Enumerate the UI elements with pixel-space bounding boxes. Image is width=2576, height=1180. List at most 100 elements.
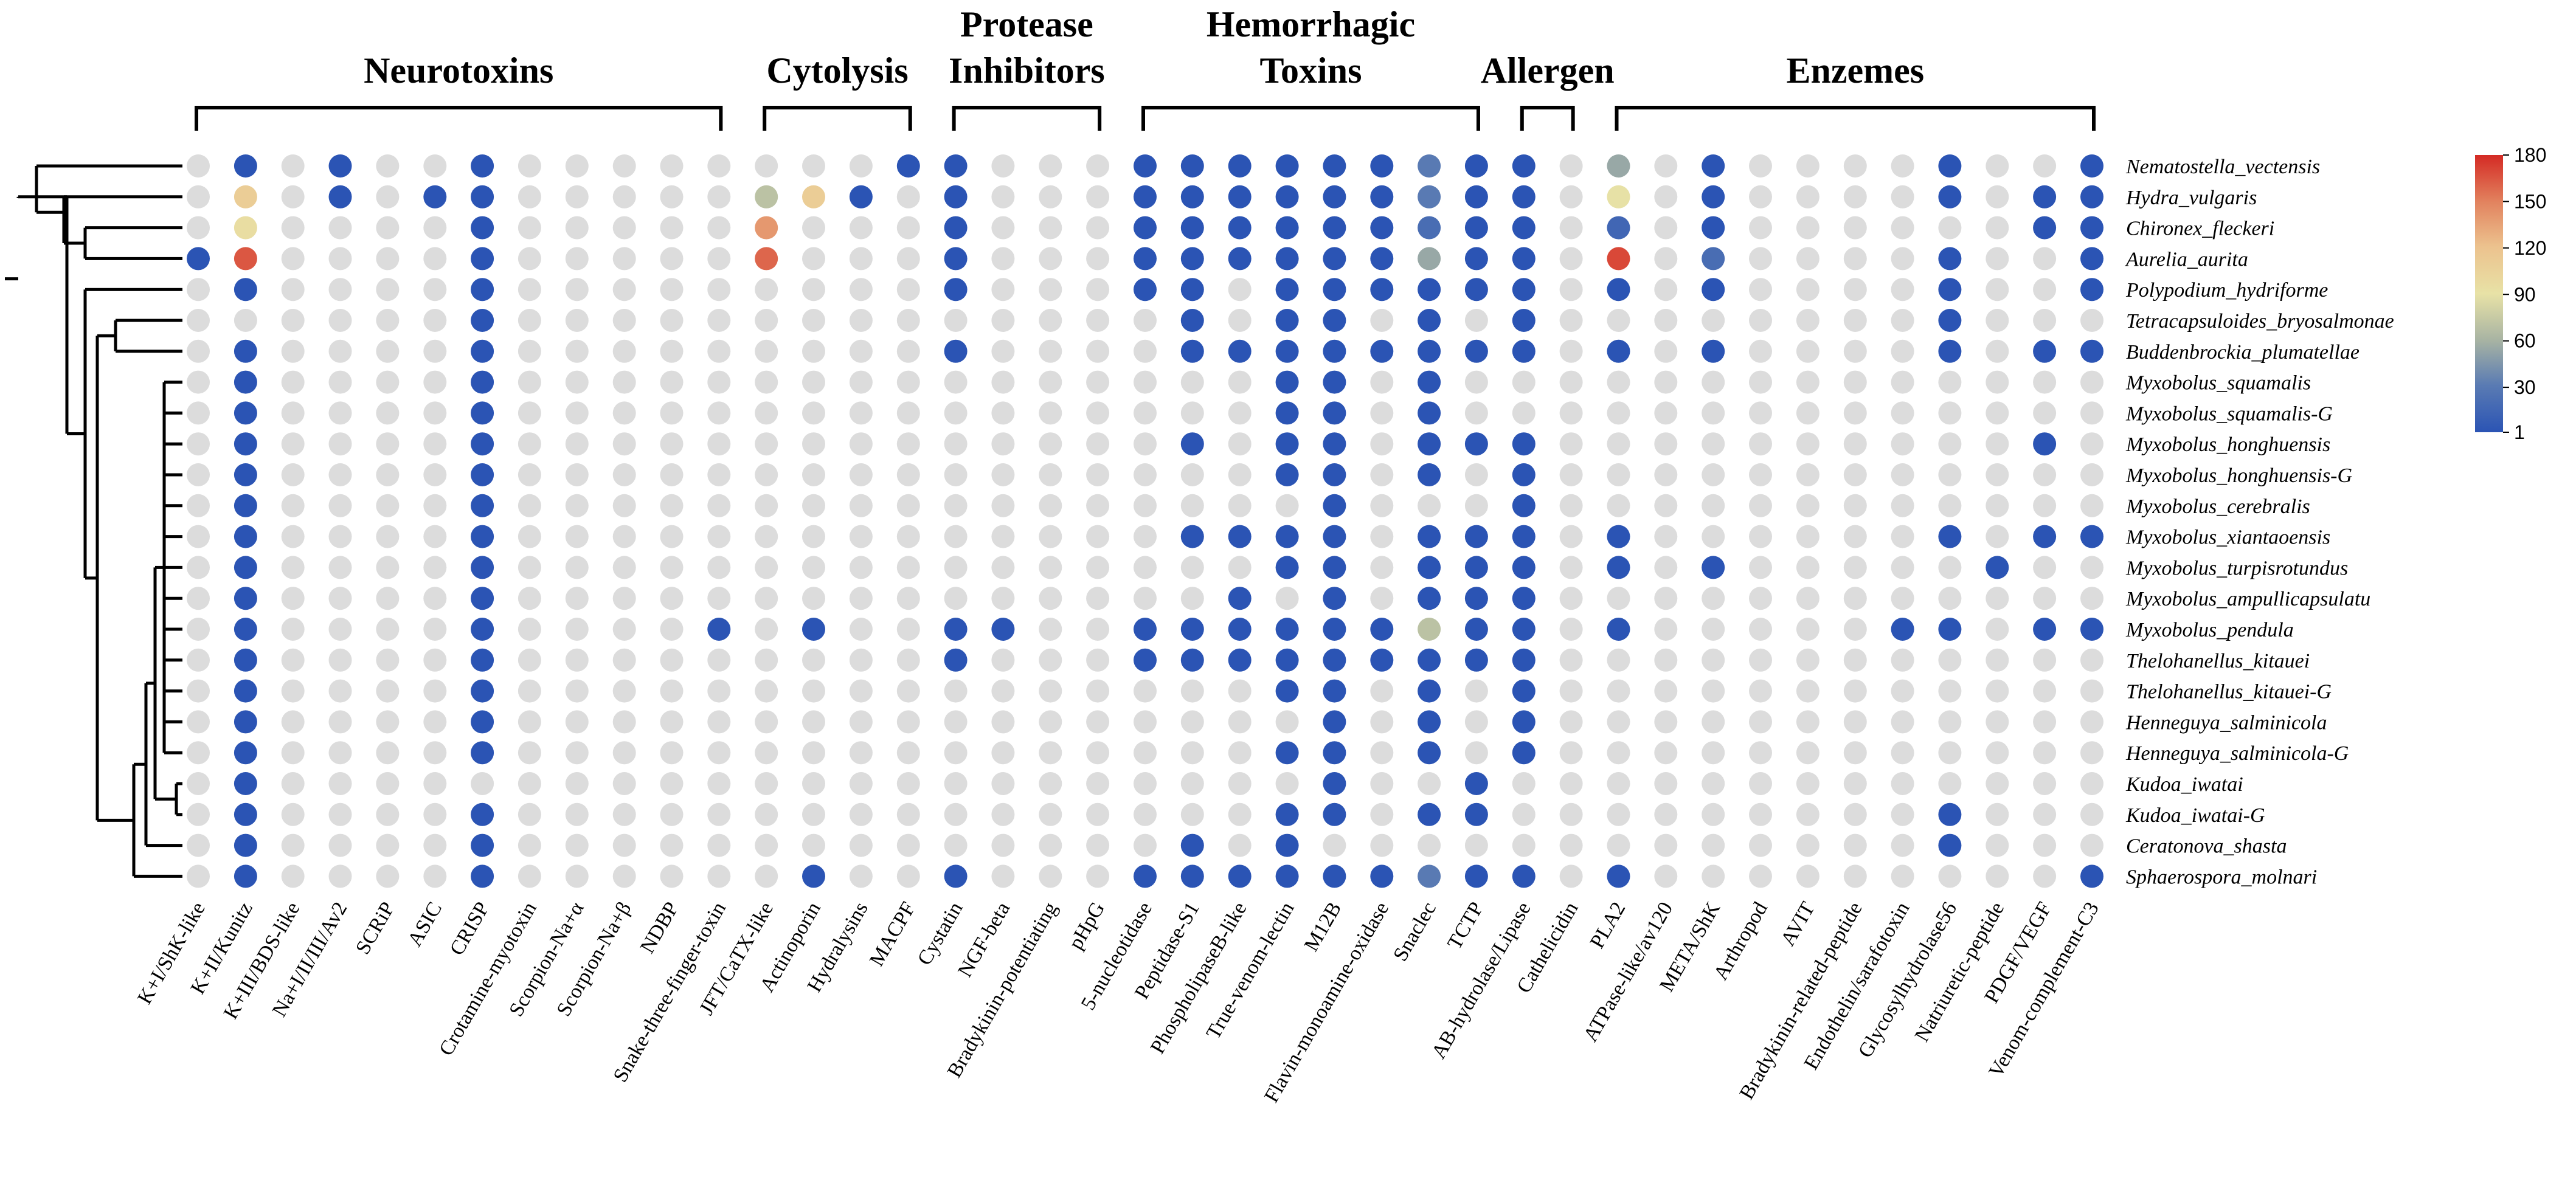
dot-chironex-fleckeri-true-venom-lectin — [1275, 216, 1299, 240]
dot-aurelia-aurita-ndbp — [660, 247, 684, 271]
dot-kudoa-iwatai-pdgf-vegf — [2033, 772, 2057, 795]
dot-myxobolus-pendula-atpase-like-av120 — [1654, 618, 1678, 641]
row-label: Sphaerospora_molnari — [2126, 866, 2317, 888]
dot-polypodium-hydriforme-hydralysins — [849, 278, 873, 302]
dot-henneguya-salminicola-g-crisp — [471, 741, 494, 765]
dot-myxobolus-cerebralis-hydralysins — [849, 494, 873, 517]
dot-chironex-fleckeri-snaclec — [1418, 216, 1441, 240]
dot-myxobolus-turpisrotundus-k-ii-kunitz — [234, 556, 257, 579]
dot-myxobolus-ampullicapsulatu-arthropod — [1749, 587, 1772, 610]
dot-nematostella-vectensis-venom-complement-c3 — [2080, 154, 2103, 178]
dot-thelohanellus-kitauei-crisp — [471, 648, 494, 672]
dot-tetracapsuloides-bryosalmonae-bradykinin-related-peptide — [1843, 309, 1867, 332]
dot-myxobolus-xiantaoensis-macpf — [896, 525, 920, 548]
dot-aurelia-aurita-ab-hydrolase-lipase — [1512, 247, 1536, 271]
dot-nematostella-vectensis-pdgf-vegf — [2033, 154, 2057, 178]
dot-hydra-vulgaris-peptidase-s1 — [1180, 185, 1204, 209]
dot-aurelia-aurita-pdgf-vegf — [2033, 247, 2057, 271]
dot-aurelia-aurita-snaclec — [1418, 247, 1441, 271]
dot-thelohanellus-kitauei-k-iii-bds-like — [281, 648, 305, 672]
dot-kudoa-iwatai-ngf-beta — [991, 772, 1015, 795]
dot-chironex-fleckeri-scorpion-na — [612, 216, 636, 240]
dot-myxobolus-squamalis-g-bradykinin-related-peptide — [1843, 401, 1867, 425]
dot-thelohanellus-kitauei-cystatin — [944, 648, 968, 672]
dot-myxobolus-squamalis-k-i-shk-like — [187, 370, 210, 394]
dot-myxobolus-ampullicapsulatu-phospholipaseb-like — [1228, 587, 1252, 610]
dot-sphaerospora-molnari-macpf — [896, 864, 920, 888]
dot-sphaerospora-molnari-phospholipaseb-like — [1228, 864, 1252, 888]
dot-myxobolus-squamalis-bradykinin-potentiating — [1039, 370, 1062, 394]
dot-nematostella-vectensis-scorpion-na — [565, 154, 589, 178]
dot-myxobolus-cerebralis-bradykinin-related-peptide — [1843, 494, 1867, 517]
dot-myxobolus-honghuensis-g-peptidase-s1 — [1180, 463, 1204, 486]
dot-myxobolus-honghuensis-crotamine-myotoxin — [518, 432, 541, 456]
dot-tetracapsuloides-bryosalmonae-atpase-like-av120 — [1654, 309, 1678, 332]
group-label: Toxins — [1260, 50, 1362, 91]
dot-myxobolus-ampullicapsulatu-natriuretic-peptide — [1986, 587, 2009, 610]
dot-thelohanellus-kitauei-hydralysins — [849, 648, 873, 672]
dot-tetracapsuloides-bryosalmonae-natriuretic-peptide — [1986, 309, 2009, 332]
dot-hydra-vulgaris-phospholipaseb-like — [1228, 185, 1252, 209]
dot-kudoa-iwatai-g-scorpion-na — [565, 802, 589, 826]
dot-ceratonova-shasta-atpase-like-av120 — [1654, 833, 1678, 857]
dot-kudoa-iwatai-g-k-i-shk-like — [187, 802, 210, 826]
dot-aurelia-aurita-tctp — [1464, 247, 1488, 271]
dot-myxobolus-pendula-hydralysins — [849, 618, 873, 641]
group-label: Neurotoxins — [364, 50, 553, 91]
dot-nematostella-vectensis-hydralysins — [849, 154, 873, 178]
dot-hydra-vulgaris-snaclec — [1418, 185, 1441, 209]
row-label: Myxobolus_ampullicapsulatu — [2125, 588, 2370, 610]
dot-myxobolus-pendula-scrip — [376, 618, 400, 641]
dot-thelohanellus-kitauei-asic — [423, 648, 447, 672]
dot-thelohanellus-kitauei-bradykinin-related-peptide — [1843, 648, 1867, 672]
dot-aurelia-aurita-atpase-like-av120 — [1654, 247, 1678, 271]
dot-myxobolus-cerebralis-k-i-shk-like — [187, 494, 210, 517]
row-label: Hydra_vulgaris — [2125, 187, 2257, 209]
dot-nematostella-vectensis-scorpion-na — [612, 154, 636, 178]
dot-myxobolus-xiantaoensis-bradykinin-potentiating — [1039, 525, 1062, 548]
dot-chironex-fleckeri-actinoporin — [802, 216, 825, 240]
dot-hydra-vulgaris-cathelicidin — [1559, 185, 1583, 209]
dot-tetracapsuloides-bryosalmonae-ab-hydrolase-lipase — [1512, 309, 1536, 332]
dot-buddenbrockia-plumatellae-phospholipaseb-like — [1228, 339, 1252, 363]
dot-myxobolus-pendula-crisp — [471, 618, 494, 641]
dot-myxobolus-pendula-natriuretic-peptide — [1986, 618, 2009, 641]
dot-myxobolus-cerebralis-na-i-ii-iii-av2 — [328, 494, 352, 517]
dot-buddenbrockia-plumatellae-bradykinin-potentiating — [1039, 339, 1062, 363]
dot-kudoa-iwatai-g-crotamine-myotoxin — [518, 802, 541, 826]
dot-thelohanellus-kitauei-g-k-ii-kunitz — [234, 679, 257, 703]
dot-sphaerospora-molnari-natriuretic-peptide — [1986, 864, 2009, 888]
dot-henneguya-salminicola-g-phospholipaseb-like — [1228, 741, 1252, 765]
dot-myxobolus-squamalis-g-k-ii-kunitz — [234, 401, 257, 425]
dot-thelohanellus-kitauei-g-scrip — [376, 679, 400, 703]
dot-polypodium-hydriforme-cystatin — [944, 278, 968, 302]
dot-myxobolus-squamalis-g-natriuretic-peptide — [1986, 401, 2009, 425]
dot-chironex-fleckeri-glycosylhydrolase56 — [1938, 216, 1962, 240]
dot-henneguya-salminicola-bradykinin-potentiating — [1039, 710, 1062, 734]
dot-henneguya-salminicola-actinoporin — [802, 710, 825, 734]
dot-ceratonova-shasta-scorpion-na — [565, 833, 589, 857]
dot-myxobolus-ampullicapsulatu-crisp — [471, 587, 494, 610]
dot-myxobolus-cerebralis-asic — [423, 494, 447, 517]
dot-myxobolus-cerebralis-crisp — [471, 494, 494, 517]
dot-myxobolus-ampullicapsulatu-macpf — [896, 587, 920, 610]
dot-myxobolus-squamalis-g-bradykinin-potentiating — [1039, 401, 1062, 425]
dot-nematostella-vectensis-bradykinin-potentiating — [1039, 154, 1062, 178]
dot-hydra-vulgaris-5-nucleotidase — [1134, 185, 1157, 209]
dot-myxobolus-xiantaoensis-asic — [423, 525, 447, 548]
dot-aurelia-aurita-cystatin — [944, 247, 968, 271]
dot-myxobolus-turpisrotundus-snake-three-finger-toxin — [707, 556, 731, 579]
dot-myxobolus-squamalis-peptidase-s1 — [1180, 370, 1204, 394]
dot-thelohanellus-kitauei-phpg — [1086, 648, 1110, 672]
dot-tetracapsuloides-bryosalmonae-true-venom-lectin — [1275, 309, 1299, 332]
dot-aurelia-aurita-actinoporin — [802, 247, 825, 271]
dot-polypodium-hydriforme-crotamine-myotoxin — [518, 278, 541, 302]
dot-myxobolus-squamalis-ndbp — [660, 370, 684, 394]
dot-buddenbrockia-plumatellae-macpf — [896, 339, 920, 363]
dot-chironex-fleckeri-bradykinin-potentiating — [1039, 216, 1062, 240]
dot-buddenbrockia-plumatellae-meta-shk — [1702, 339, 1725, 363]
dot-aurelia-aurita-natriuretic-peptide — [1986, 247, 2009, 271]
dot-myxobolus-squamalis-g-actinoporin — [802, 401, 825, 425]
dot-myxobolus-squamalis-g-phospholipaseb-like — [1228, 401, 1252, 425]
dot-myxobolus-turpisrotundus-crisp — [471, 556, 494, 579]
